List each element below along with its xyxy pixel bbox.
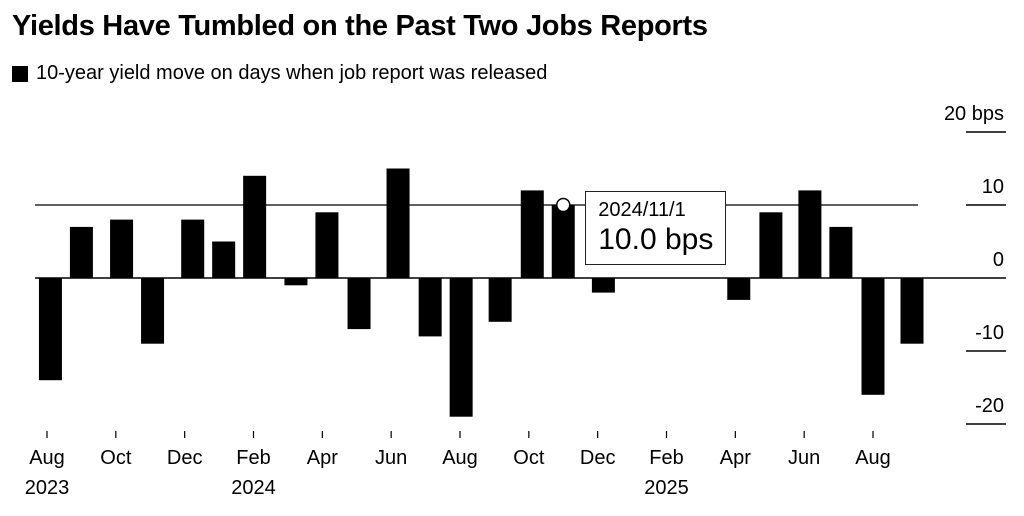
x-year-label: 2024 (231, 477, 276, 499)
x-tick-label: Apr (720, 447, 751, 469)
x-tick-label: Aug (29, 447, 65, 469)
bar (386, 168, 410, 278)
y-tick-label: -20 (975, 395, 1004, 417)
bar (347, 278, 371, 330)
x-year-label: 2025 (644, 477, 689, 499)
chart-title: Yields Have Tumbled on the Past Two Jobs… (12, 10, 708, 42)
bar (315, 212, 339, 278)
bar (243, 175, 267, 278)
x-tick-label: Oct (100, 447, 132, 469)
bar (591, 278, 615, 293)
bar (520, 190, 544, 278)
bar (488, 278, 512, 322)
x-tick-label: Dec (580, 447, 616, 469)
tooltip: 2024/11/1 10.0 bps (585, 191, 727, 265)
bar (861, 278, 885, 395)
legend: 10-year yield move on days when job repo… (12, 62, 547, 85)
bar (69, 226, 93, 278)
bar (727, 278, 751, 300)
x-tick-label: Jun (375, 447, 407, 469)
legend-label: 10-year yield move on days when job repo… (36, 62, 548, 84)
bar (449, 278, 473, 417)
bar (551, 205, 575, 278)
bar (418, 278, 442, 337)
legend-swatch (12, 65, 28, 82)
highlight-marker (556, 197, 571, 213)
bar (38, 278, 62, 381)
x-tick-label: Dec (167, 447, 203, 469)
bar (759, 212, 783, 278)
x-tick-label: Feb (236, 447, 270, 469)
x-tick-label: Oct (513, 447, 545, 469)
tooltip-date: 2024/11/1 (598, 199, 686, 221)
bar (284, 278, 308, 286)
x-tick-label: Apr (307, 447, 338, 469)
x-tick-label: Feb (649, 447, 683, 469)
bar (141, 278, 165, 344)
x-year-label: 2023 (25, 477, 70, 499)
bar (900, 278, 924, 344)
y-tick-label: 10 (982, 176, 1004, 198)
bar (829, 226, 853, 278)
y-tick-label: 0 (993, 249, 1004, 271)
bar (110, 219, 134, 278)
x-tick-label: Jun (788, 447, 820, 469)
y-tick-label: 20 bps (944, 103, 1004, 125)
bar (798, 190, 822, 278)
y-tick-label: -10 (975, 322, 1004, 344)
x-tick-label: Aug (442, 447, 478, 469)
bar (181, 219, 205, 278)
x-tick-label: Aug (855, 447, 891, 469)
tooltip-value: 10.0 bps (598, 223, 714, 256)
bar (212, 241, 236, 278)
